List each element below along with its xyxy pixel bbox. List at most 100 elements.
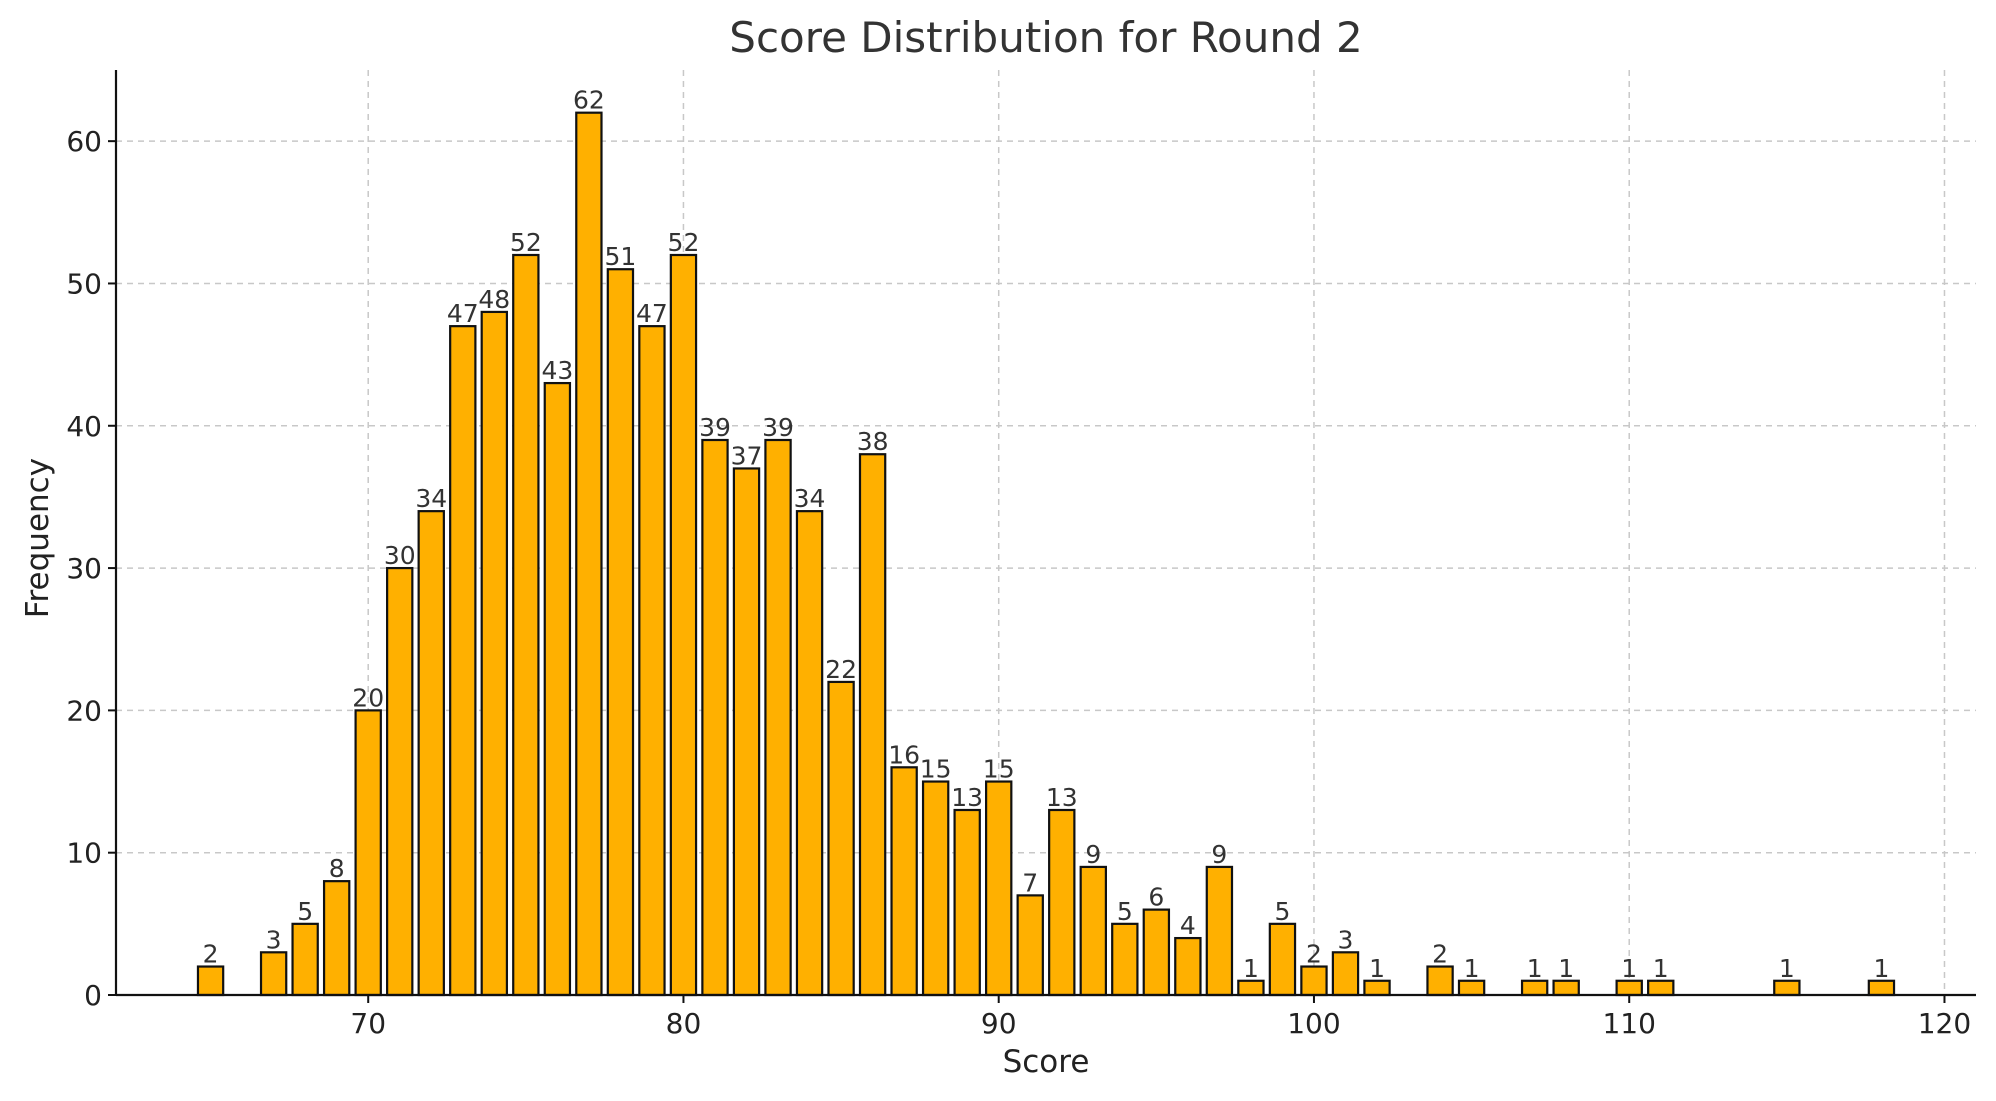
bar-value-label: 8 bbox=[329, 854, 345, 883]
bar bbox=[1615, 979, 1643, 997]
y-tick-label: 10 bbox=[66, 837, 102, 870]
bar-value-label: 30 bbox=[384, 541, 416, 570]
bar bbox=[1867, 979, 1896, 997]
bar-value-label: 1 bbox=[1243, 954, 1259, 983]
bar bbox=[1520, 979, 1549, 997]
bar-value-label: 47 bbox=[447, 299, 479, 328]
bar-value-label: 1 bbox=[1527, 954, 1543, 983]
bar bbox=[1647, 979, 1675, 997]
x-tick-label: 90 bbox=[981, 1007, 1017, 1040]
y-tick-label: 60 bbox=[66, 125, 102, 158]
bar-value-label: 1 bbox=[1369, 954, 1385, 983]
bar-value-label: 5 bbox=[297, 897, 313, 926]
bar-value-label: 5 bbox=[1117, 897, 1133, 926]
y-tick-label: 20 bbox=[66, 694, 102, 727]
bar bbox=[1142, 908, 1171, 997]
x-tick-label: 70 bbox=[350, 1007, 386, 1040]
bar bbox=[1426, 965, 1454, 997]
bar bbox=[669, 253, 698, 997]
bar-value-label: 39 bbox=[762, 413, 794, 442]
y-axis-label: Frequency bbox=[20, 458, 56, 618]
bar-value-label: 13 bbox=[1046, 783, 1078, 812]
bar bbox=[480, 310, 509, 997]
bar-value-label: 52 bbox=[668, 228, 700, 257]
bar-value-label: 5 bbox=[1274, 897, 1290, 926]
x-tick-label: 110 bbox=[1602, 1007, 1655, 1040]
bar-value-label: 39 bbox=[699, 413, 731, 442]
bar-value-label: 62 bbox=[573, 86, 605, 115]
bar-value-label: 15 bbox=[983, 755, 1015, 784]
bar-value-label: 43 bbox=[541, 356, 573, 385]
bar bbox=[417, 510, 445, 997]
bar bbox=[1205, 865, 1234, 997]
y-tick-label: 50 bbox=[66, 267, 102, 300]
x-tick-label: 80 bbox=[666, 1007, 702, 1040]
bar bbox=[921, 780, 950, 997]
bar-value-label: 20 bbox=[352, 683, 384, 712]
bar bbox=[1079, 865, 1107, 997]
bar bbox=[259, 951, 288, 997]
bar-value-label: 52 bbox=[510, 228, 542, 257]
x-tick-label: 120 bbox=[1918, 1007, 1971, 1040]
bar bbox=[985, 780, 1013, 997]
bar-value-label: 22 bbox=[825, 655, 857, 684]
bar-value-label: 51 bbox=[605, 242, 637, 271]
bar bbox=[1111, 922, 1139, 997]
bar-value-label: 2 bbox=[203, 940, 219, 969]
bar-value-label: 3 bbox=[266, 925, 282, 954]
bar bbox=[1174, 936, 1202, 997]
bar-value-label: 47 bbox=[636, 299, 668, 328]
bar bbox=[512, 253, 540, 997]
bar bbox=[795, 510, 824, 997]
bar-value-label: 7 bbox=[1022, 868, 1038, 897]
bar bbox=[196, 965, 225, 997]
bar-value-label: 15 bbox=[920, 755, 952, 784]
bar-value-label: 16 bbox=[888, 740, 920, 769]
bar-value-label: 9 bbox=[1085, 840, 1101, 869]
bar-value-label: 13 bbox=[951, 783, 983, 812]
x-tick-label: 100 bbox=[1287, 1007, 1340, 1040]
bar bbox=[638, 325, 666, 997]
bar-value-label: 38 bbox=[857, 427, 889, 456]
bar bbox=[606, 268, 635, 997]
bar bbox=[1048, 808, 1076, 997]
y-tick-label: 0 bbox=[84, 979, 102, 1012]
bar-value-label: 1 bbox=[1464, 954, 1480, 983]
bar-value-label: 48 bbox=[478, 285, 510, 314]
bar-value-label: 3 bbox=[1338, 925, 1354, 954]
bar-value-label: 1 bbox=[1873, 954, 1889, 983]
bar bbox=[827, 680, 855, 997]
bar-value-label: 1 bbox=[1621, 954, 1637, 983]
bar bbox=[543, 381, 572, 997]
bar bbox=[386, 566, 414, 997]
bar-value-label: 4 bbox=[1180, 911, 1196, 940]
bar-value-label: 9 bbox=[1211, 840, 1227, 869]
bar bbox=[575, 111, 603, 997]
bar bbox=[1457, 979, 1486, 997]
bar bbox=[732, 467, 761, 997]
bar bbox=[354, 709, 382, 997]
y-tick-label: 30 bbox=[66, 552, 102, 585]
y-tick-label: 40 bbox=[66, 410, 102, 443]
bar bbox=[322, 880, 351, 997]
bar bbox=[1300, 965, 1328, 997]
bar bbox=[953, 808, 981, 997]
bar-value-label: 1 bbox=[1779, 954, 1795, 983]
bar-value-label: 2 bbox=[1432, 940, 1448, 969]
bar-value-label: 6 bbox=[1148, 883, 1164, 912]
bar bbox=[1268, 922, 1297, 997]
bars-layer bbox=[196, 111, 1896, 997]
bar bbox=[858, 453, 887, 997]
bar-value-label: 2 bbox=[1306, 940, 1322, 969]
bar bbox=[449, 325, 477, 997]
bar bbox=[764, 438, 792, 997]
bar-value-label: 1 bbox=[1558, 954, 1574, 983]
bar bbox=[1773, 979, 1801, 997]
bar-value-label: 34 bbox=[415, 484, 447, 513]
chart-title: Score Distribution for Round 2 bbox=[729, 13, 1362, 62]
axes-layer bbox=[114, 70, 1976, 997]
